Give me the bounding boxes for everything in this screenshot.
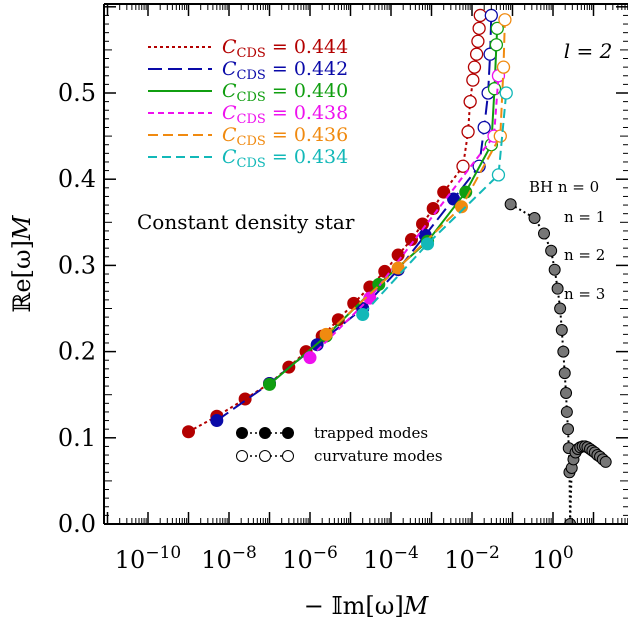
trapped-mode-point	[210, 414, 224, 428]
x-tick-label: 10−6	[282, 543, 338, 574]
bh-overtone-label: n = 3	[564, 285, 605, 303]
trapped-mode-point	[459, 185, 473, 199]
trapped-mode-point	[437, 185, 451, 199]
curvature-mode-point	[499, 86, 513, 100]
series-layer	[182, 8, 513, 439]
bh-overtone-label: n = 1	[564, 208, 605, 226]
trapped-mode-point	[426, 202, 440, 216]
bh-mode-point	[551, 282, 564, 295]
curvature-mode-point	[473, 8, 487, 23]
curvature-mode-point	[496, 60, 511, 74]
bh-mode-point	[599, 455, 612, 468]
bh-overtone-label: BH n = 0	[529, 178, 599, 196]
curvature-mode-point	[456, 159, 470, 173]
marker-legend-trapped-sample	[282, 427, 294, 439]
legend-label-0: CCDS = 0.444	[222, 36, 348, 61]
series-line-5	[361, 92, 508, 316]
trapped-mode-point	[182, 425, 195, 439]
x-tick-label: 100	[532, 543, 573, 574]
trapped-mode-point	[263, 377, 276, 391]
trapped-mode-point	[331, 313, 345, 327]
series-line-3	[309, 75, 500, 359]
marker-legend-trapped-sample	[236, 427, 248, 439]
trapped-mode-point	[391, 261, 405, 275]
bh-mode-point	[557, 345, 570, 358]
bh-mode-point	[558, 367, 571, 380]
y-axis-title: ℝe[ω]𝑀	[8, 214, 36, 312]
trapped-mode-point	[416, 217, 430, 231]
legend-label-1: CCDS = 0.442	[222, 58, 348, 83]
y-tick-label: 0.3	[58, 251, 96, 279]
bh-mode-point	[504, 198, 517, 211]
l-label: l = 2	[564, 39, 613, 63]
annotation-layer: l = 2 Constant density star BH n = 0 n = 1 n…	[137, 39, 612, 465]
x-tick-label: 10−2	[444, 543, 500, 574]
y-tick-label: 0.5	[58, 79, 96, 107]
legend-label-3: CCDS = 0.438	[222, 102, 348, 127]
bh-overtone-label: n = 2	[564, 246, 605, 264]
bh-layer	[504, 198, 612, 524]
curvature-mode-point	[471, 34, 485, 48]
trapped-mode-point	[404, 233, 418, 247]
trapped-mode-point	[319, 327, 333, 341]
x-tick-label: 10−8	[201, 543, 257, 574]
curvature-mode-point	[491, 168, 506, 182]
trapped-mode-point	[454, 200, 468, 214]
trapped-mode-point	[421, 237, 435, 251]
x-axis-title: − 𝕀m[ω]𝑀	[304, 592, 430, 620]
bh-mode-point	[560, 405, 573, 418]
trapped-mode-point	[356, 308, 370, 322]
y-tick-label: 0.0	[58, 510, 96, 538]
star-label: Constant density star	[137, 210, 355, 234]
series-line-4	[325, 19, 506, 336]
curvature-mode-point	[484, 8, 498, 23]
curvature-mode-point	[489, 38, 504, 52]
curvature-mode-point	[477, 120, 491, 135]
x-tick-label: 10−4	[363, 543, 419, 574]
bh-mode-point	[562, 423, 575, 436]
curvature-mode-point	[469, 47, 484, 61]
bh-mode-point	[538, 227, 551, 240]
curvature-mode-point	[490, 21, 504, 36]
marker-legend-curvature-sample	[236, 450, 248, 462]
legend-label-5: CCDS = 0.434	[222, 146, 348, 171]
bh-mode-point	[548, 263, 561, 276]
marker-legend-curvature-sample	[282, 450, 294, 462]
marker-legend-trapped-sample	[259, 427, 271, 439]
trapped-mode-point	[303, 351, 317, 365]
x-tick-label: 10−10	[115, 543, 181, 574]
bh-mode-point	[560, 386, 573, 399]
curvature-mode-point	[461, 125, 475, 139]
bh-mode-point	[554, 302, 567, 315]
curvature-mode-point	[463, 94, 477, 109]
bh-mode-point	[564, 518, 577, 524]
marker-legend-label: trapped modes	[314, 424, 428, 442]
bh-mode-point	[555, 324, 568, 337]
curvature-mode-point	[467, 60, 482, 74]
legend-label-4: CCDS = 0.436	[222, 124, 348, 149]
marker-legend-curvature-sample	[259, 450, 271, 462]
curvature-mode-point	[466, 73, 480, 87]
curvature-mode-point	[498, 13, 512, 27]
y-tick-label: 0.1	[58, 424, 96, 452]
marker-legend-label: curvature modes	[314, 447, 443, 465]
y-tick-label: 0.2	[58, 338, 96, 366]
curvature-mode-point	[472, 21, 486, 36]
y-tick-label: 0.4	[58, 165, 96, 193]
bh-mode-point	[528, 211, 541, 224]
curvature-mode-point	[493, 129, 507, 143]
axis-layer: 0.0 0.1 0.2 0.3 0.4 0.5 10−10 10−8 10−6 10−4 10−2 1…	[8, 3, 628, 620]
legend-label-2: CCDS = 0.440	[222, 80, 348, 105]
bh-mode-point	[545, 244, 558, 257]
trapped-mode-point	[363, 291, 377, 305]
